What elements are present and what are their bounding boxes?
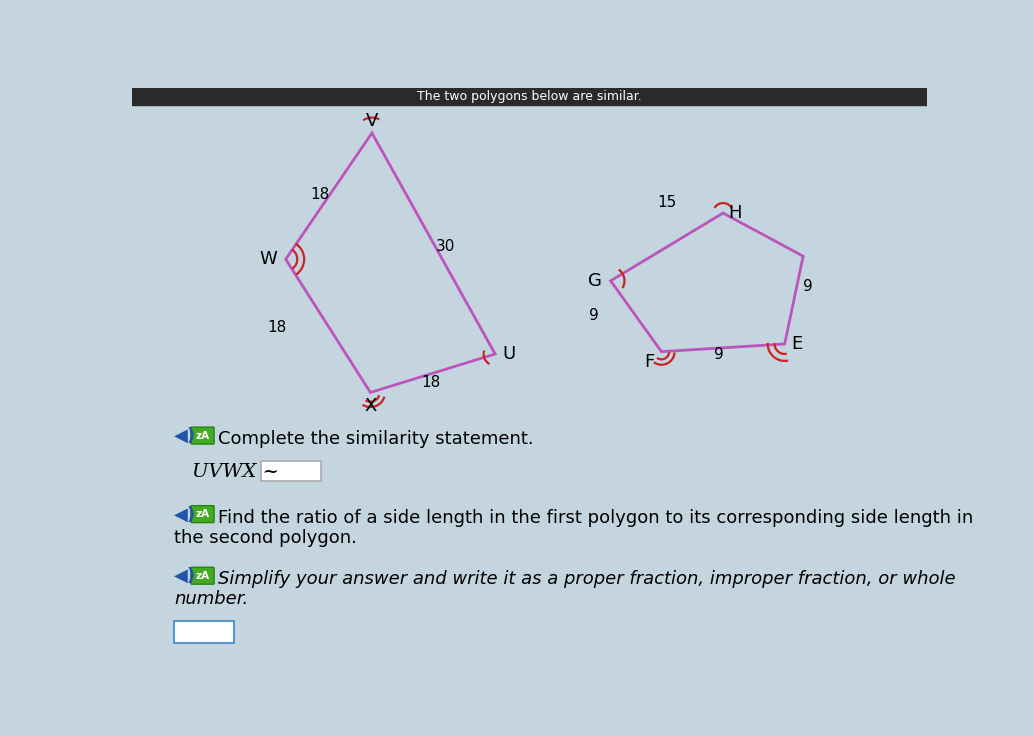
FancyBboxPatch shape xyxy=(261,461,321,481)
Text: F: F xyxy=(644,353,654,372)
Text: ◀): ◀) xyxy=(174,427,196,445)
Text: number.: number. xyxy=(174,590,248,609)
Text: the second polygon.: the second polygon. xyxy=(174,528,357,547)
Text: zA: zA xyxy=(195,509,210,519)
Text: 9: 9 xyxy=(589,308,598,323)
Text: 15: 15 xyxy=(657,195,677,210)
Text: W: W xyxy=(260,250,278,268)
FancyBboxPatch shape xyxy=(191,427,214,444)
Text: 18: 18 xyxy=(311,187,330,202)
Text: ◀): ◀) xyxy=(174,506,196,523)
Text: G: G xyxy=(589,272,602,290)
Text: 18: 18 xyxy=(267,319,286,335)
Text: E: E xyxy=(791,335,803,353)
Text: UVWX ~: UVWX ~ xyxy=(192,462,279,481)
Text: H: H xyxy=(728,204,742,222)
Text: 30: 30 xyxy=(436,238,456,254)
Text: 9: 9 xyxy=(714,347,723,362)
Text: Simplify your answer and write it as a proper fraction, improper fraction, or wh: Simplify your answer and write it as a p… xyxy=(218,570,956,588)
Text: Complete the similarity statement.: Complete the similarity statement. xyxy=(218,431,534,448)
Text: zA: zA xyxy=(195,570,210,581)
Text: 18: 18 xyxy=(420,375,440,390)
FancyBboxPatch shape xyxy=(191,506,214,523)
Text: 9: 9 xyxy=(803,280,813,294)
Text: zA: zA xyxy=(195,431,210,441)
Text: Find the ratio of a side length in the first polygon to its corresponding side l: Find the ratio of a side length in the f… xyxy=(218,509,973,527)
FancyBboxPatch shape xyxy=(174,621,234,643)
Text: The two polygons below are similar.: The two polygons below are similar. xyxy=(416,91,641,103)
Text: ◀): ◀) xyxy=(174,567,196,585)
FancyBboxPatch shape xyxy=(191,567,214,584)
Text: V: V xyxy=(366,112,378,130)
Text: U: U xyxy=(502,345,515,363)
Bar xyxy=(132,88,928,105)
Text: X: X xyxy=(365,397,377,415)
